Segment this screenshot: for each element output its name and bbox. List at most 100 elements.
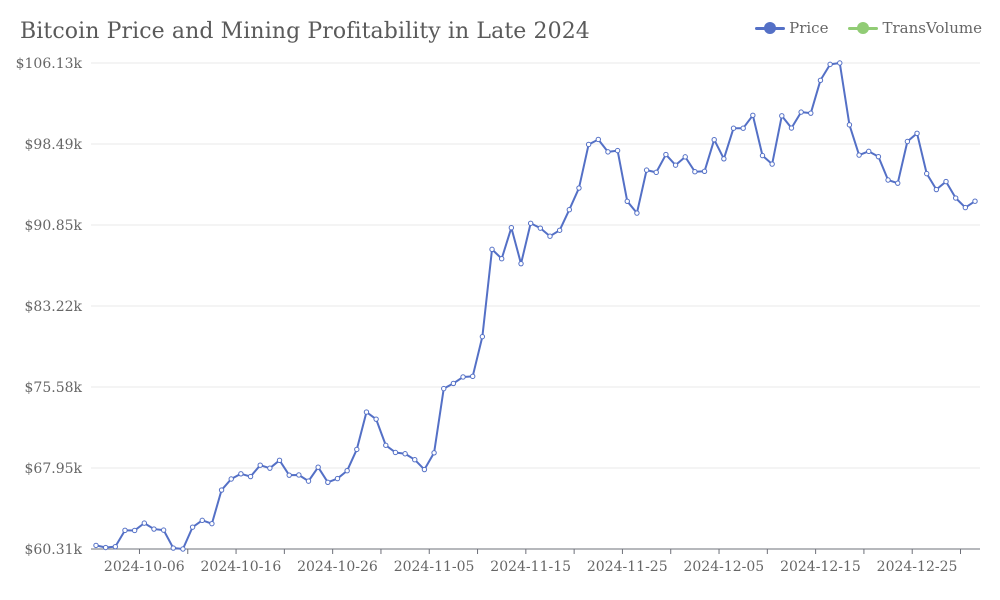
data-point [663,151,669,158]
data-point [373,416,379,422]
data-point [556,227,563,233]
data-point [837,60,843,66]
data-point [470,373,476,380]
data-point [904,138,911,145]
legend-item-transvolume[interactable]: TransVolume [848,19,982,37]
data-point [305,478,312,484]
data-point [276,457,283,464]
data-point [933,186,940,193]
data-point [914,130,920,137]
data-point [885,177,891,183]
data-point [460,374,466,380]
data-point [392,449,399,456]
data-point [759,152,766,159]
data-point [856,152,862,158]
data-point [344,468,350,474]
y-tick-label: $98.49k [25,137,83,153]
data-point [122,527,128,534]
data-point [112,543,119,550]
data-point [740,125,746,131]
data-point [547,233,553,239]
legend-dot-transvolume [857,22,870,34]
data-point [701,168,708,174]
data-point [692,169,698,175]
data-point [576,185,582,191]
data-point [363,409,370,415]
data-point [102,544,109,551]
data-point [441,385,447,392]
data-point [334,475,341,482]
grid-layer [91,62,980,469]
data-point [769,161,775,167]
data-point [228,476,234,482]
axis-layer: $60.31k $67.95k $75.58k $83.22k $90.85k $98.4… [16,56,980,575]
x-tick-label: 2024-11-25 [587,559,668,575]
data-point [566,206,573,213]
data-point [286,472,292,478]
y-tick-label: $60.31k [25,542,83,558]
x-tick-label: 2024-11-05 [394,559,475,575]
data-point [170,545,176,551]
data-point [817,77,824,83]
y-tick-label: $106.13k [16,56,83,72]
data-point [721,156,727,162]
data-point [267,465,273,471]
data-point [943,178,949,185]
data-point [866,148,872,155]
data-point [798,109,804,115]
data-point [624,198,630,205]
data-point [93,542,99,549]
data-point [431,450,437,456]
x-tick-label: 2024-12-15 [780,559,861,575]
data-point [209,520,215,527]
y-tick-label: $90.85k [25,218,83,234]
x-tick-label: 2024-11-15 [490,559,571,575]
data-point [180,546,186,552]
data-point [653,169,659,176]
data-point [199,517,205,524]
x-tick-label: 2024-10-26 [297,559,378,575]
data-point [643,167,650,173]
data-point [634,210,640,216]
data-point [875,153,882,160]
data-point [730,125,737,131]
series-layer [93,60,978,552]
data-point [296,472,302,478]
data-point [218,487,225,493]
data-point [711,136,717,143]
data-point [489,246,495,253]
data-point [402,451,408,457]
y-tick-label: $75.58k [25,380,83,396]
data-point [672,162,679,168]
data-point [450,380,457,387]
chart-title: Bitcoin Price and Mining Profitability i… [20,19,590,44]
data-point [160,527,167,533]
data-point [750,112,756,118]
x-tick-label: 2024-10-06 [104,559,185,575]
data-point [479,333,486,340]
y-tick-label: $83.22k [25,299,83,315]
y-tick-label: $67.95k [25,461,83,477]
data-point [315,464,321,470]
data-point [585,141,592,148]
data-point [846,122,853,128]
legend: Price TransVolume [755,19,982,37]
legend-item-price[interactable]: Price [755,19,828,37]
x-tick-label: 2024-10-16 [201,559,282,575]
data-point [972,198,978,204]
data-point [537,225,544,231]
data-point [238,471,244,477]
data-point [595,136,601,143]
data-point [141,520,148,526]
data-point [257,462,263,468]
data-point [682,154,688,160]
x-tick-label: 2024-12-25 [877,559,958,575]
data-point [827,61,833,68]
data-point [325,479,331,485]
legend-dot-price [764,22,777,34]
data-point [952,195,959,201]
data-point [412,456,418,463]
data-point [247,473,254,480]
data-point [924,170,930,177]
